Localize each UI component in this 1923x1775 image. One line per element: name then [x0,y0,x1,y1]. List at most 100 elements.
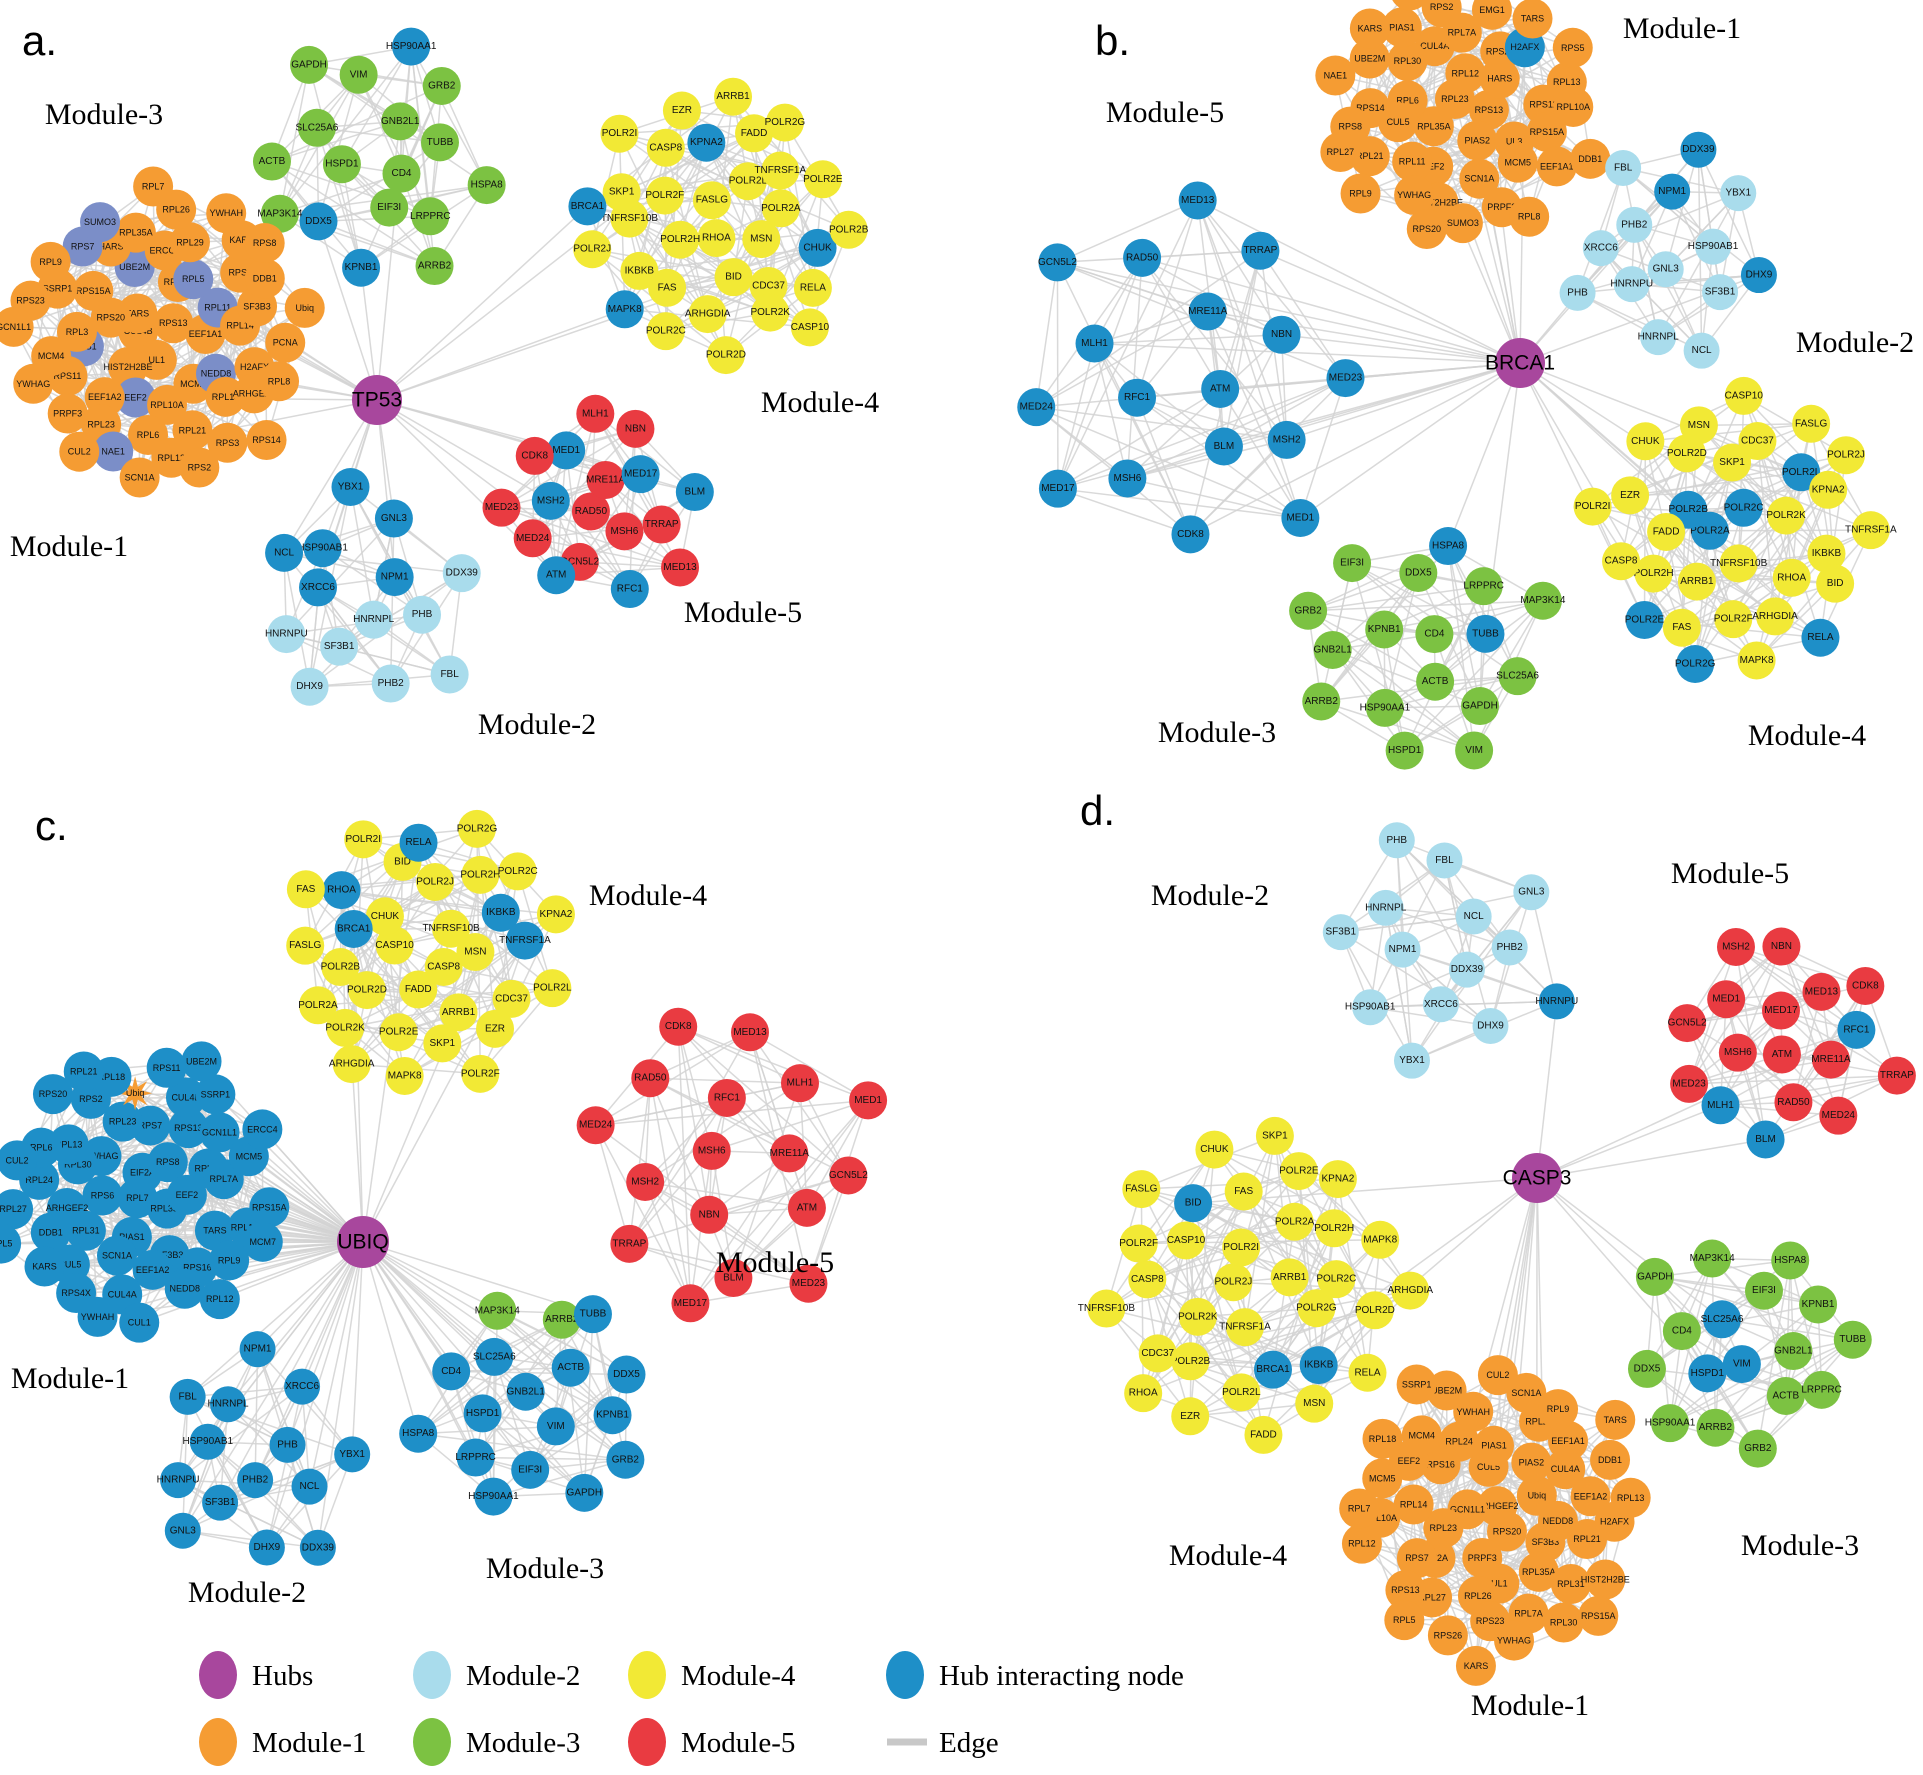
node-label: DDX39 [1451,964,1484,975]
node-label: MED23 [792,1278,826,1289]
node-label: NPM1 [1658,186,1686,197]
edge [1657,274,1760,338]
node-label: SKP1 [430,1038,456,1049]
node-MED17: MED17 [1038,469,1077,508]
node-label: SSRP1 [201,1089,231,1099]
node-label: DDX5 [305,216,332,227]
panel-letter-a: a. [22,17,57,64]
node-circle [1809,470,1848,509]
node-circle [765,103,804,142]
node-label: POLR2C [1724,502,1764,513]
node-POLR2A: POLR2A [761,189,801,228]
edge [1142,249,1261,259]
node-label: FASLG [1125,1184,1157,1195]
node-RPL8: RPL8 [259,361,300,402]
node-label: RPL23 [1441,94,1469,104]
node-circle [56,311,97,352]
node-label: NCL [1464,911,1484,922]
node-circle [80,202,121,243]
node-label: GNB2L1 [1313,644,1352,655]
node-label: ACTB [1422,676,1449,687]
node-label: IKBKB [1304,1360,1334,1371]
node-EZR: EZR [476,1009,515,1048]
node-KARS: KARS [1455,1645,1496,1686]
node-label: ARRB1 [442,1007,476,1018]
node-label: TARS [1604,1415,1627,1425]
node-circle [1464,567,1503,606]
node-label: MSH6 [698,1145,726,1156]
node-label: RPL11 [204,303,231,313]
node-label: RPS16 [1426,1459,1455,1469]
node-circle [1204,427,1243,466]
edge [1622,167,1760,276]
node-label: KARS [229,235,254,245]
node-label: RPL24 [25,1175,53,1185]
node-label: EIF3I [1752,1285,1776,1296]
node-RPS26: RPS26 [1427,1615,1468,1656]
node-label: FADD [741,128,768,139]
node-label: MED13 [1805,986,1839,997]
node-POLR2B: POLR2B [829,210,869,249]
node-label: POLR2K [1178,1311,1218,1322]
node-label: POLR2I [1223,1242,1259,1253]
node-circle [169,222,210,263]
node-label: MAPK8 [1740,655,1774,666]
node-label: MED17 [674,1298,708,1309]
node-label: PHB [1567,287,1588,298]
node-label: RPL8 [1518,212,1541,222]
edge [550,500,631,590]
edge [338,572,463,648]
node-label: NCL [274,547,294,558]
node-label: FAS [658,282,677,293]
edge [1093,343,1129,479]
node-circle [1634,554,1673,593]
node-circle [265,322,306,363]
node-label: MLH1 [1707,1100,1734,1111]
node-SKP1: SKP1 [1255,1116,1294,1155]
node-circle [265,533,304,572]
node-label: HSP90AA1 [468,1491,519,1502]
node-label: RHOA [702,233,731,244]
edge [285,518,395,635]
node-KPNB1: KPNB1 [593,1396,632,1435]
edge [1057,199,1198,264]
node-label: RPL7A [210,1174,239,1184]
node-circle [290,45,329,84]
node-label: RPL35A [119,228,153,238]
node-ARHGDIA: ARHGDIA [1752,597,1798,636]
node-circle [1816,564,1855,603]
node-DHX9: DHX9 [1472,1008,1509,1045]
node-PIAS1: PIAS1 [1474,1425,1515,1466]
edge [271,120,401,163]
node-PHB: PHB [1559,274,1596,311]
node-POLR2L: POLR2L [729,162,768,201]
node-label: NAE1 [1324,70,1348,80]
node-label: RPS4X [61,1288,91,1298]
edge [1307,610,1436,683]
hub-circle [352,375,402,425]
node-label: MED1 [552,445,580,456]
node-circle [1654,173,1691,210]
node-label: MCM4 [38,351,65,361]
node-circle [1326,359,1365,398]
node-SF3B1: SF3B1 [1702,274,1739,311]
node-circle [646,312,685,351]
edge [501,506,625,533]
node-CHUK: CHUK [798,228,837,267]
node-MED1: MED1 [1707,980,1746,1019]
node-label: GAPDH [291,59,327,70]
node-circle [1455,731,1494,770]
node-label: FADD [1250,1429,1277,1440]
node-label: ACTB [557,1362,584,1373]
node-label: POLR2I [345,834,381,845]
node-FASLG: FASLG [286,926,325,965]
node-label: RPS7 [1405,1553,1429,1563]
node-RPL21: RPL21 [1349,136,1390,177]
node-RPL9: RPL9 [1538,1389,1579,1430]
node-MED13: MED13 [1178,181,1217,220]
node-label: ARHGDIA [685,309,731,320]
node-label: RPL5 [1393,1615,1416,1625]
node-label: H2AFX [240,362,269,372]
node-circle [1676,644,1715,683]
node-circle [1017,388,1056,427]
